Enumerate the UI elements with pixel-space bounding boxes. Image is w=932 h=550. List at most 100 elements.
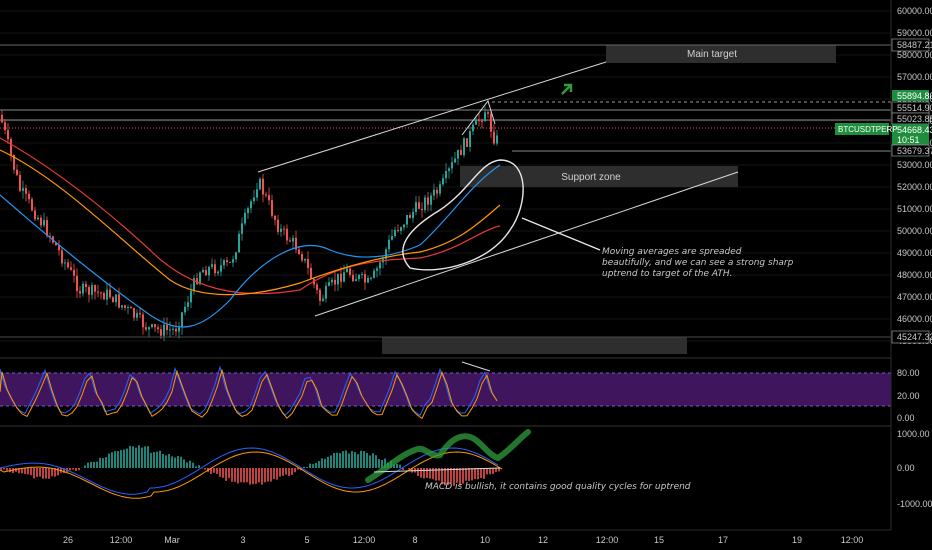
macd-bar bbox=[477, 468, 479, 480]
support-zone[interactable] bbox=[460, 166, 738, 187]
candle bbox=[352, 274, 354, 282]
price-tick: 50000.00 bbox=[897, 226, 932, 236]
ma-annotation: Moving averages are spreaded beautifully… bbox=[602, 247, 794, 279]
candle bbox=[358, 274, 360, 280]
macd-bar bbox=[144, 446, 146, 468]
macd-bar bbox=[267, 468, 269, 482]
svg-text:0.00: 0.00 bbox=[897, 463, 915, 473]
candle bbox=[226, 260, 228, 263]
candle bbox=[250, 201, 252, 209]
macd-bar bbox=[402, 468, 404, 470]
macd-bar bbox=[498, 468, 500, 472]
macd-pane: MACD is bullish, it contains good qualit… bbox=[0, 425, 891, 499]
macd-bar bbox=[114, 451, 116, 468]
macd-bar bbox=[411, 468, 413, 473]
time-tick: 12:00 bbox=[110, 535, 133, 545]
macd-histogram bbox=[0, 445, 500, 486]
macd-bar bbox=[321, 458, 323, 468]
level-45247: 45247.33 bbox=[897, 332, 932, 342]
candle bbox=[424, 197, 426, 211]
macd-bar bbox=[222, 468, 224, 478]
candle bbox=[82, 283, 84, 294]
macd-axis: 1000.00 0.00 -1000.00 bbox=[897, 429, 932, 509]
candle bbox=[316, 284, 318, 290]
candle bbox=[409, 214, 411, 219]
macd-bar bbox=[96, 461, 98, 468]
macd-bull-highlight bbox=[365, 429, 531, 483]
svg-text:beautifully, and we can see a: beautifully, and we can see a strong sha… bbox=[602, 258, 794, 268]
level-55894: 55894.80 bbox=[897, 91, 932, 101]
candle bbox=[385, 249, 387, 259]
candle bbox=[481, 120, 483, 122]
stoch-axis: 80.00 20.00 0.00 bbox=[897, 368, 920, 423]
candle bbox=[13, 155, 15, 170]
candle bbox=[346, 268, 348, 273]
candle bbox=[88, 287, 90, 295]
macd-bar bbox=[333, 453, 335, 468]
macd-bar bbox=[0, 468, 2, 470]
macd-bar bbox=[447, 468, 449, 486]
candle bbox=[184, 306, 186, 313]
macd-bar bbox=[48, 468, 50, 479]
candle bbox=[397, 229, 399, 231]
macd-bar bbox=[153, 452, 155, 468]
candle bbox=[151, 324, 153, 328]
moving-averages bbox=[0, 137, 501, 328]
macd-bar bbox=[33, 468, 35, 479]
candle bbox=[148, 327, 150, 330]
candle bbox=[292, 237, 294, 242]
main-target-zone[interactable] bbox=[606, 45, 836, 63]
svg-text:20.00: 20.00 bbox=[897, 391, 920, 401]
macd-bar bbox=[3, 468, 5, 470]
macd-line bbox=[0, 447, 499, 495]
time-tick: 12:00 bbox=[596, 535, 619, 545]
candle bbox=[199, 272, 201, 285]
candle bbox=[169, 329, 171, 331]
candle bbox=[457, 149, 459, 159]
candle bbox=[394, 229, 396, 237]
macd-annotation: MACD is bullish, it contains good qualit… bbox=[425, 482, 691, 492]
candle bbox=[40, 217, 42, 226]
time-tick: 12 bbox=[538, 535, 548, 545]
candle bbox=[259, 178, 261, 190]
macd-bar bbox=[483, 468, 485, 479]
macd-bar bbox=[453, 468, 455, 486]
macd-bar bbox=[438, 468, 440, 481]
candle bbox=[124, 305, 126, 308]
candle bbox=[181, 312, 183, 328]
macd-bar bbox=[297, 468, 299, 470]
candle bbox=[442, 178, 444, 185]
macd-bar bbox=[90, 461, 92, 468]
candle bbox=[127, 306, 129, 308]
candle bbox=[265, 194, 267, 196]
stoch-d-line bbox=[0, 368, 498, 420]
candle bbox=[367, 278, 369, 283]
candle bbox=[160, 329, 162, 336]
macd-bar bbox=[345, 450, 347, 468]
macd-bar bbox=[75, 468, 77, 471]
support-zone-label: Support zone bbox=[561, 172, 621, 183]
price-grid bbox=[0, 10, 891, 342]
candle bbox=[241, 223, 243, 234]
macd-bar bbox=[54, 468, 56, 477]
ma-fast-line bbox=[0, 164, 501, 328]
candle bbox=[220, 265, 222, 272]
svg-text:-1000.00: -1000.00 bbox=[897, 499, 932, 509]
macd-bar bbox=[282, 468, 284, 476]
candle bbox=[247, 208, 249, 213]
time-tick: 10 bbox=[480, 535, 490, 545]
macd-bar bbox=[99, 457, 101, 468]
macd-bar bbox=[270, 468, 272, 482]
candle bbox=[190, 290, 192, 303]
macd-bar bbox=[162, 454, 164, 468]
macd-bar bbox=[330, 455, 332, 468]
candle bbox=[49, 235, 51, 237]
price-tick: 47000.00 bbox=[897, 292, 932, 302]
candle bbox=[10, 139, 12, 156]
macd-bar bbox=[51, 468, 53, 477]
macd-bar bbox=[231, 468, 233, 482]
candle bbox=[331, 279, 333, 283]
macd-bar bbox=[120, 450, 122, 468]
lower-zone[interactable] bbox=[382, 337, 687, 354]
candle bbox=[214, 264, 216, 274]
